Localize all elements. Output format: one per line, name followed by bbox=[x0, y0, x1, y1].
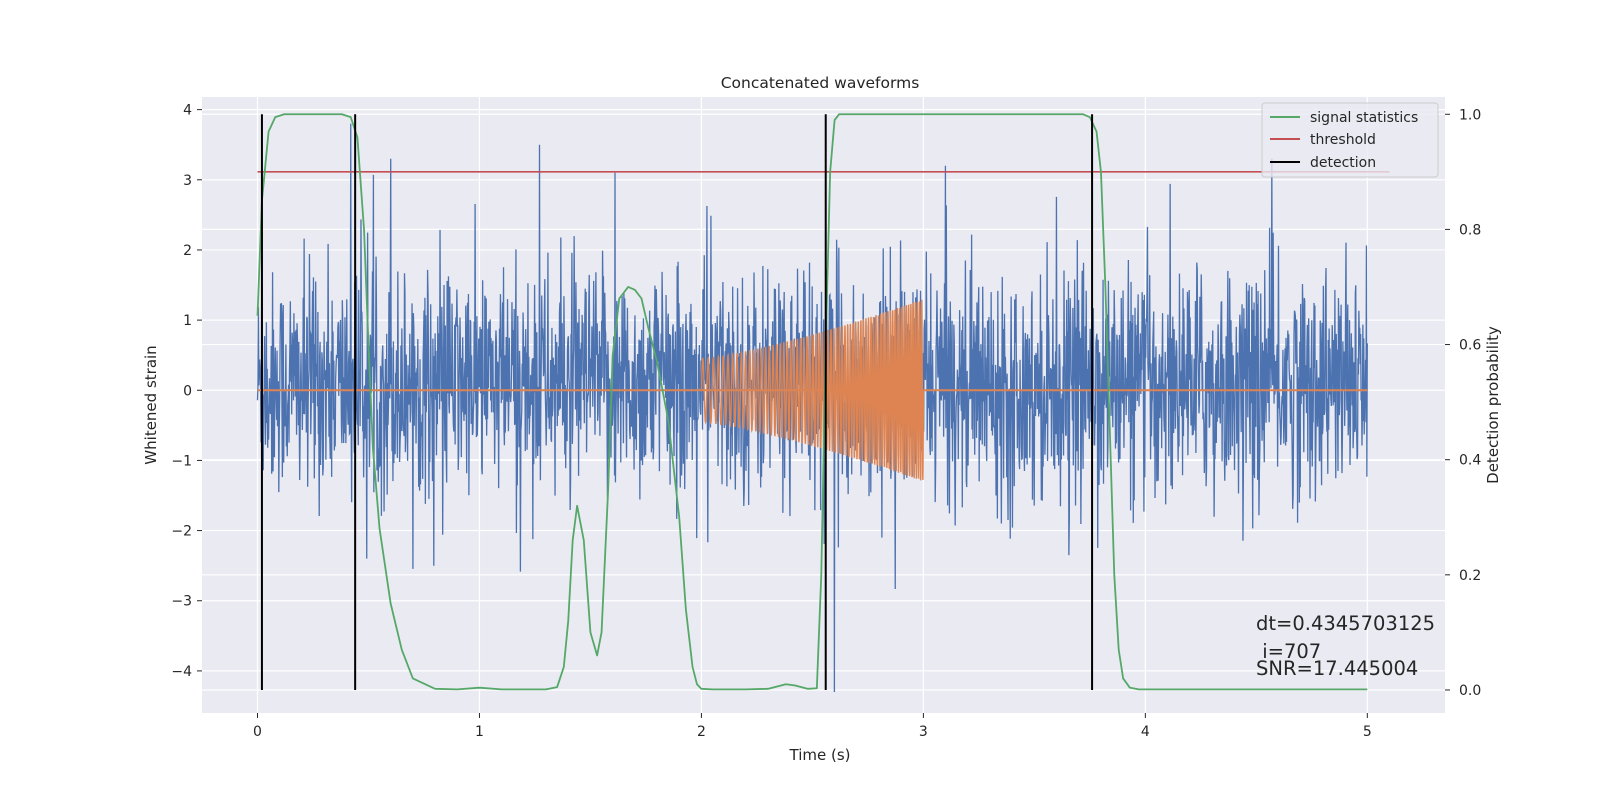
x-tick-label: 3 bbox=[919, 724, 928, 740]
legend-frame bbox=[1261, 102, 1439, 178]
y2-tick-label: 0.0 bbox=[1459, 683, 1481, 699]
series-layer bbox=[256, 113, 1390, 692]
y-tick-label: −1 bbox=[171, 453, 192, 469]
x-tick-label: 1 bbox=[475, 724, 484, 740]
y-tick-label: −4 bbox=[171, 664, 192, 680]
x-tick-label: 5 bbox=[1363, 724, 1372, 740]
annotation-block: dt=0.4345703125 i=707 SNR=17.445004 bbox=[1256, 612, 1435, 680]
y2-tick-label: 0.2 bbox=[1459, 568, 1481, 584]
y2-tick-label: 1.0 bbox=[1459, 107, 1481, 123]
y-tick-label: −3 bbox=[171, 594, 192, 610]
y-tick-label: 1 bbox=[183, 313, 192, 329]
y2-tick-label: 0.8 bbox=[1459, 222, 1481, 238]
x-axis-label: Time (s) bbox=[789, 746, 851, 764]
y2-axis-label: Detection probability bbox=[1484, 326, 1502, 484]
y2-tick-label: 0.6 bbox=[1459, 338, 1481, 354]
legend: signal statistics threshold detection bbox=[1261, 102, 1439, 178]
legend-label-detection: detection bbox=[1310, 155, 1376, 171]
y2-tick-label: 0.4 bbox=[1459, 453, 1481, 469]
y-tick-label: −2 bbox=[171, 524, 192, 540]
legend-label-threshold: threshold bbox=[1310, 132, 1376, 148]
x-tick-label: 2 bbox=[697, 724, 706, 740]
annotation-i: i=707 bbox=[1256, 640, 1321, 663]
annotation-dt: dt=0.4345703125 bbox=[1256, 612, 1435, 635]
y-tick-label: 4 bbox=[183, 103, 192, 119]
template-chirp-line bbox=[700, 299, 925, 481]
y-tick-label: 2 bbox=[183, 243, 192, 259]
annotation-snr: SNR=17.445004 bbox=[1256, 657, 1418, 680]
legend-label-signal-statistics: signal statistics bbox=[1310, 110, 1418, 126]
axes-layer: 0 1 2 3 4 5 −4 −3 −2 −1 0 1 2 3 4 0.0 0.2 0.4 0.6 0.8 1.0 bbox=[171, 103, 1481, 740]
y-tick-label: 3 bbox=[183, 173, 192, 189]
y-axis-label: Whitened strain bbox=[142, 345, 160, 464]
x-tick-label: 4 bbox=[1141, 724, 1150, 740]
chart-title: Concatenated waveforms bbox=[721, 74, 920, 92]
x-tick-label: 0 bbox=[253, 724, 262, 740]
signal-statistics-line bbox=[256, 113, 1368, 691]
y-tick-label: 0 bbox=[183, 383, 192, 399]
